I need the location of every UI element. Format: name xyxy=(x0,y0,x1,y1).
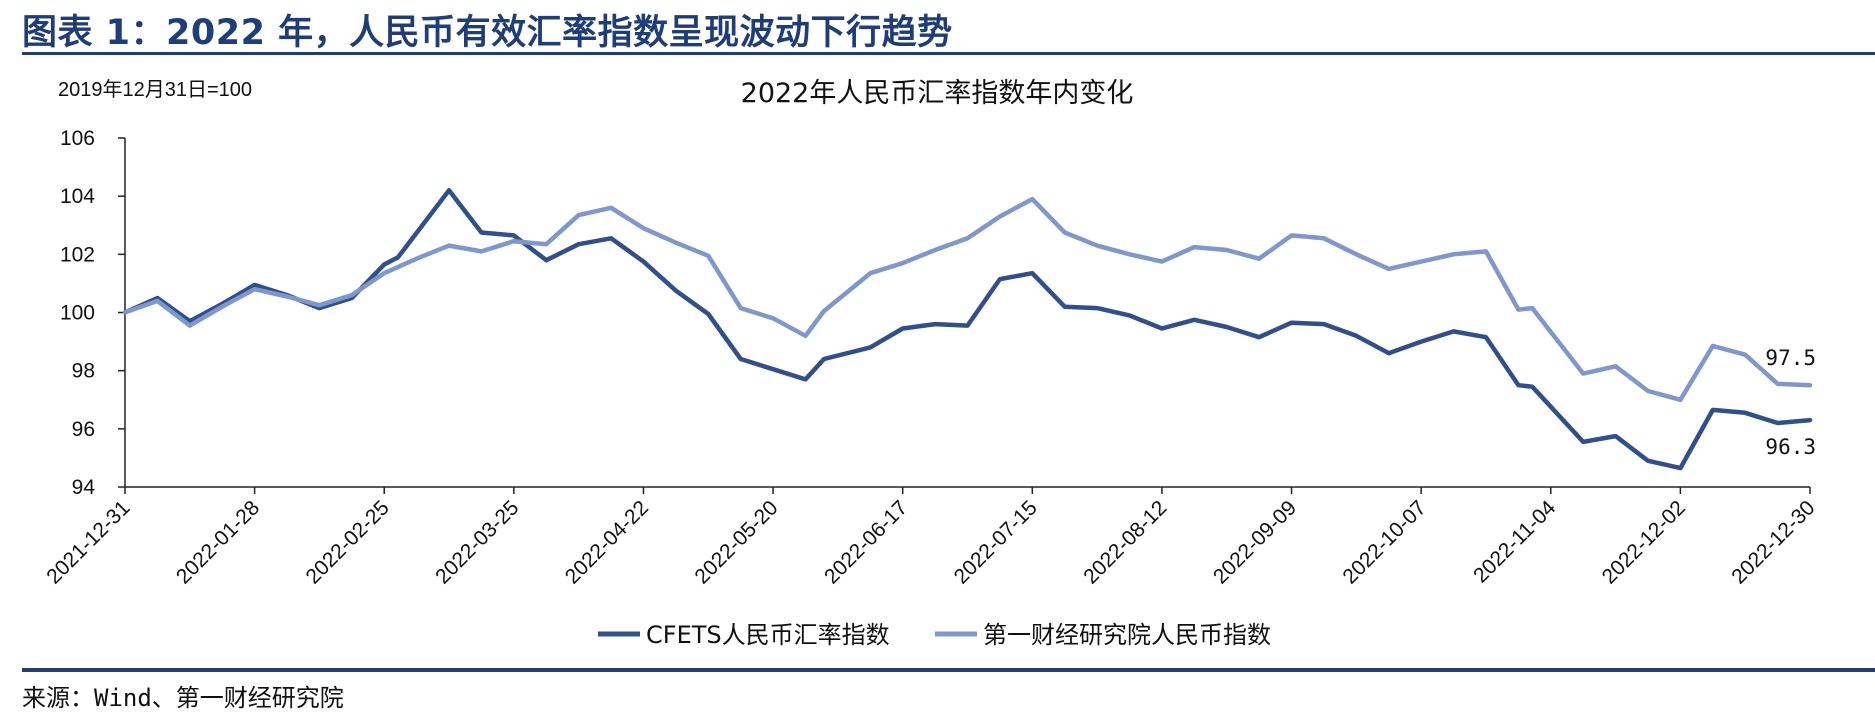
x-tick-label: 2022-06-17 xyxy=(820,496,912,588)
x-tick-label: 2022-04-22 xyxy=(561,496,653,588)
source-note: 来源：Wind、第一财经研究院 xyxy=(22,684,344,712)
legend-label-1: CFETS人民币汇率指数 xyxy=(646,621,890,649)
x-tick-label: 2022-03-25 xyxy=(431,496,523,588)
y-tick-label: 98 xyxy=(72,360,95,383)
y-tick-label: 104 xyxy=(60,185,95,208)
x-tick-label: 2022-07-15 xyxy=(950,496,1042,588)
x-tick-label: 2021-12-31 xyxy=(42,496,134,588)
x-tick-label: 2022-01-28 xyxy=(172,496,264,588)
x-tick-label: 2022-11-04 xyxy=(1469,496,1560,587)
x-tick-label: 2022-10-07 xyxy=(1338,496,1430,588)
end-labels: 96.3 97.5 xyxy=(1765,346,1816,459)
x-tick-label: 2022-02-25 xyxy=(302,496,394,588)
x-tick-label: 2022-05-20 xyxy=(690,496,782,588)
x-tick-label: 2022-08-12 xyxy=(1079,496,1171,588)
x-tick-label: 2022-09-09 xyxy=(1209,496,1301,588)
axes: 94 96 98 100 102 104 106 2021-12-31 2022-01-28 20… xyxy=(42,127,1819,588)
unit-note: 2019年12月31日=100 xyxy=(58,78,252,101)
series-group xyxy=(122,188,1813,471)
chart-title: 2022年人民币汇率指数年内变化 xyxy=(741,78,1134,109)
header-rule xyxy=(22,52,1875,55)
y-tick-label: 106 xyxy=(60,127,95,150)
footer-rule xyxy=(22,668,1875,672)
end-value-label-2: 97.5 xyxy=(1765,346,1816,370)
y-tick-label: 100 xyxy=(60,302,95,325)
series-line-2 xyxy=(122,196,1813,403)
legend: CFETS人民币汇率指数 第一财经研究院人民币指数 xyxy=(598,621,1271,649)
series-line-1 xyxy=(122,188,1813,471)
figure-title: 图表 1：2022 年，人民币有效汇率指数呈现波动下行趋势 xyxy=(22,13,953,53)
legend-label-2: 第一财经研究院人民币指数 xyxy=(983,621,1271,649)
y-tick-label: 96 xyxy=(72,418,95,441)
x-tick-label: 2022-12-02 xyxy=(1598,496,1690,588)
x-tick-label: 2022-12-30 xyxy=(1727,496,1819,588)
end-value-label-1: 96.3 xyxy=(1765,435,1816,459)
y-tick-label: 94 xyxy=(72,476,96,499)
y-tick-label: 102 xyxy=(60,243,95,266)
line-chart: 2019年12月31日=100 2022年人民币汇率指数年内变化 94 96 98 1… xyxy=(42,78,1819,649)
